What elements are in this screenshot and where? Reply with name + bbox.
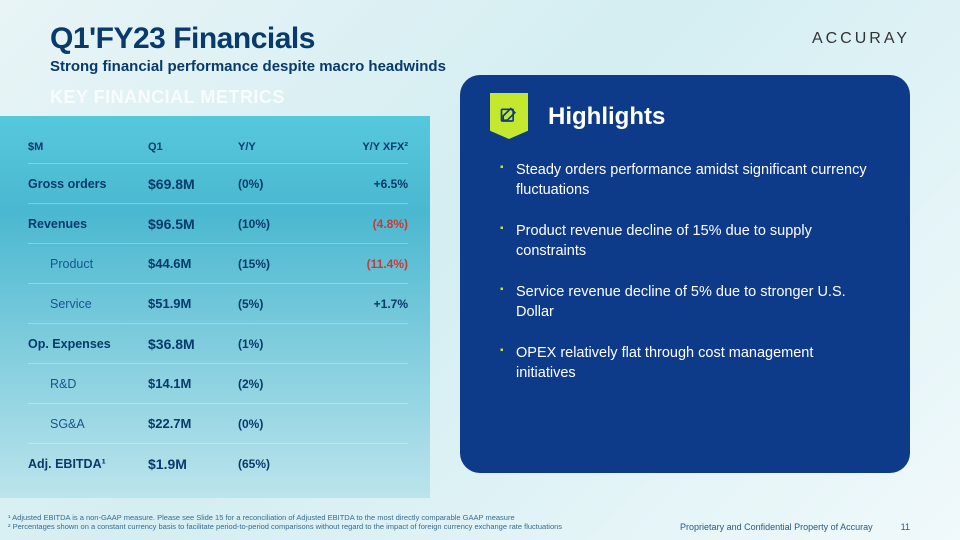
page-number: 11: [901, 522, 910, 532]
row-yy: (10%): [238, 217, 308, 231]
page-title: Q1'FY23 Financials: [50, 22, 910, 56]
row-value: $96.5M: [148, 216, 238, 232]
row-xfx: +6.5%: [308, 177, 408, 191]
row-label: Service: [28, 297, 148, 311]
metrics-panel: KEY FINANCIAL METRICS $M Q1 Y/Y Y/Y XFX²…: [0, 87, 430, 498]
row-label: Product: [28, 257, 148, 271]
highlights-list: Steady orders performance amidst signifi…: [494, 161, 876, 384]
row-yy: (65%): [238, 457, 308, 471]
row-label: Adj. EBITDA¹: [28, 457, 148, 471]
table-row: Gross orders$69.8M(0%)+6.5%: [28, 164, 408, 204]
metrics-table: $M Q1 Y/Y Y/Y XFX² Gross orders$69.8M(0%…: [0, 116, 430, 498]
row-label: R&D: [28, 377, 148, 391]
row-label: Gross orders: [28, 177, 148, 191]
table-row: R&D$14.1M(2%): [28, 364, 408, 404]
row-label: SG&A: [28, 417, 148, 431]
row-value: $44.6M: [148, 256, 238, 271]
row-xfx: (4.8%): [308, 217, 408, 231]
row-value: $51.9M: [148, 296, 238, 311]
row-value: $36.8M: [148, 336, 238, 352]
brand-logo: ACCURAY: [812, 30, 910, 48]
table-row: Revenues$96.5M(10%)(4.8%): [28, 204, 408, 244]
highlights-panel: Highlights Steady orders performance ami…: [460, 75, 910, 473]
highlights-ribbon-icon: [490, 93, 528, 139]
footnote-2: ² Percentages shown on a constant curren…: [8, 522, 562, 532]
row-xfx: +1.7%: [308, 297, 408, 311]
table-row: Adj. EBITDA¹$1.9M(65%): [28, 444, 408, 484]
row-yy: (5%): [238, 297, 308, 311]
confidential-text: Proprietary and Confidential Property of…: [680, 522, 873, 532]
row-yy: (1%): [238, 337, 308, 351]
highlight-item: Product revenue decline of 15% due to su…: [500, 222, 876, 261]
table-header: $M Q1 Y/Y Y/Y XFX²: [28, 130, 408, 164]
row-yy: (15%): [238, 257, 308, 271]
table-row: SG&A$22.7M(0%): [28, 404, 408, 444]
highlight-item: Steady orders performance amidst signifi…: [500, 161, 876, 200]
footnote-1: ¹ Adjusted EBITDA is a non-GAAP measure.…: [8, 513, 562, 523]
row-value: $22.7M: [148, 416, 238, 431]
row-value: $1.9M: [148, 456, 238, 472]
metrics-title: KEY FINANCIAL METRICS: [50, 87, 430, 108]
table-row: Op. Expenses$36.8M(1%): [28, 324, 408, 364]
highlight-item: Service revenue decline of 5% due to str…: [500, 283, 876, 322]
row-yy: (2%): [238, 377, 308, 391]
row-value: $69.8M: [148, 176, 238, 192]
footer: ¹ Adjusted EBITDA is a non-GAAP measure.…: [8, 513, 910, 533]
row-label: Revenues: [28, 217, 148, 231]
highlight-item: OPEX relatively flat through cost manage…: [500, 344, 876, 383]
highlights-title: Highlights: [548, 103, 876, 131]
page-subtitle: Strong financial performance despite mac…: [50, 58, 910, 75]
table-row: Service$51.9M(5%)+1.7%: [28, 284, 408, 324]
row-yy: (0%): [238, 417, 308, 431]
row-value: $14.1M: [148, 376, 238, 391]
row-label: Op. Expenses: [28, 337, 148, 351]
row-xfx: (11.4%): [308, 257, 408, 271]
row-yy: (0%): [238, 177, 308, 191]
table-row: Product$44.6M(15%)(11.4%): [28, 244, 408, 284]
